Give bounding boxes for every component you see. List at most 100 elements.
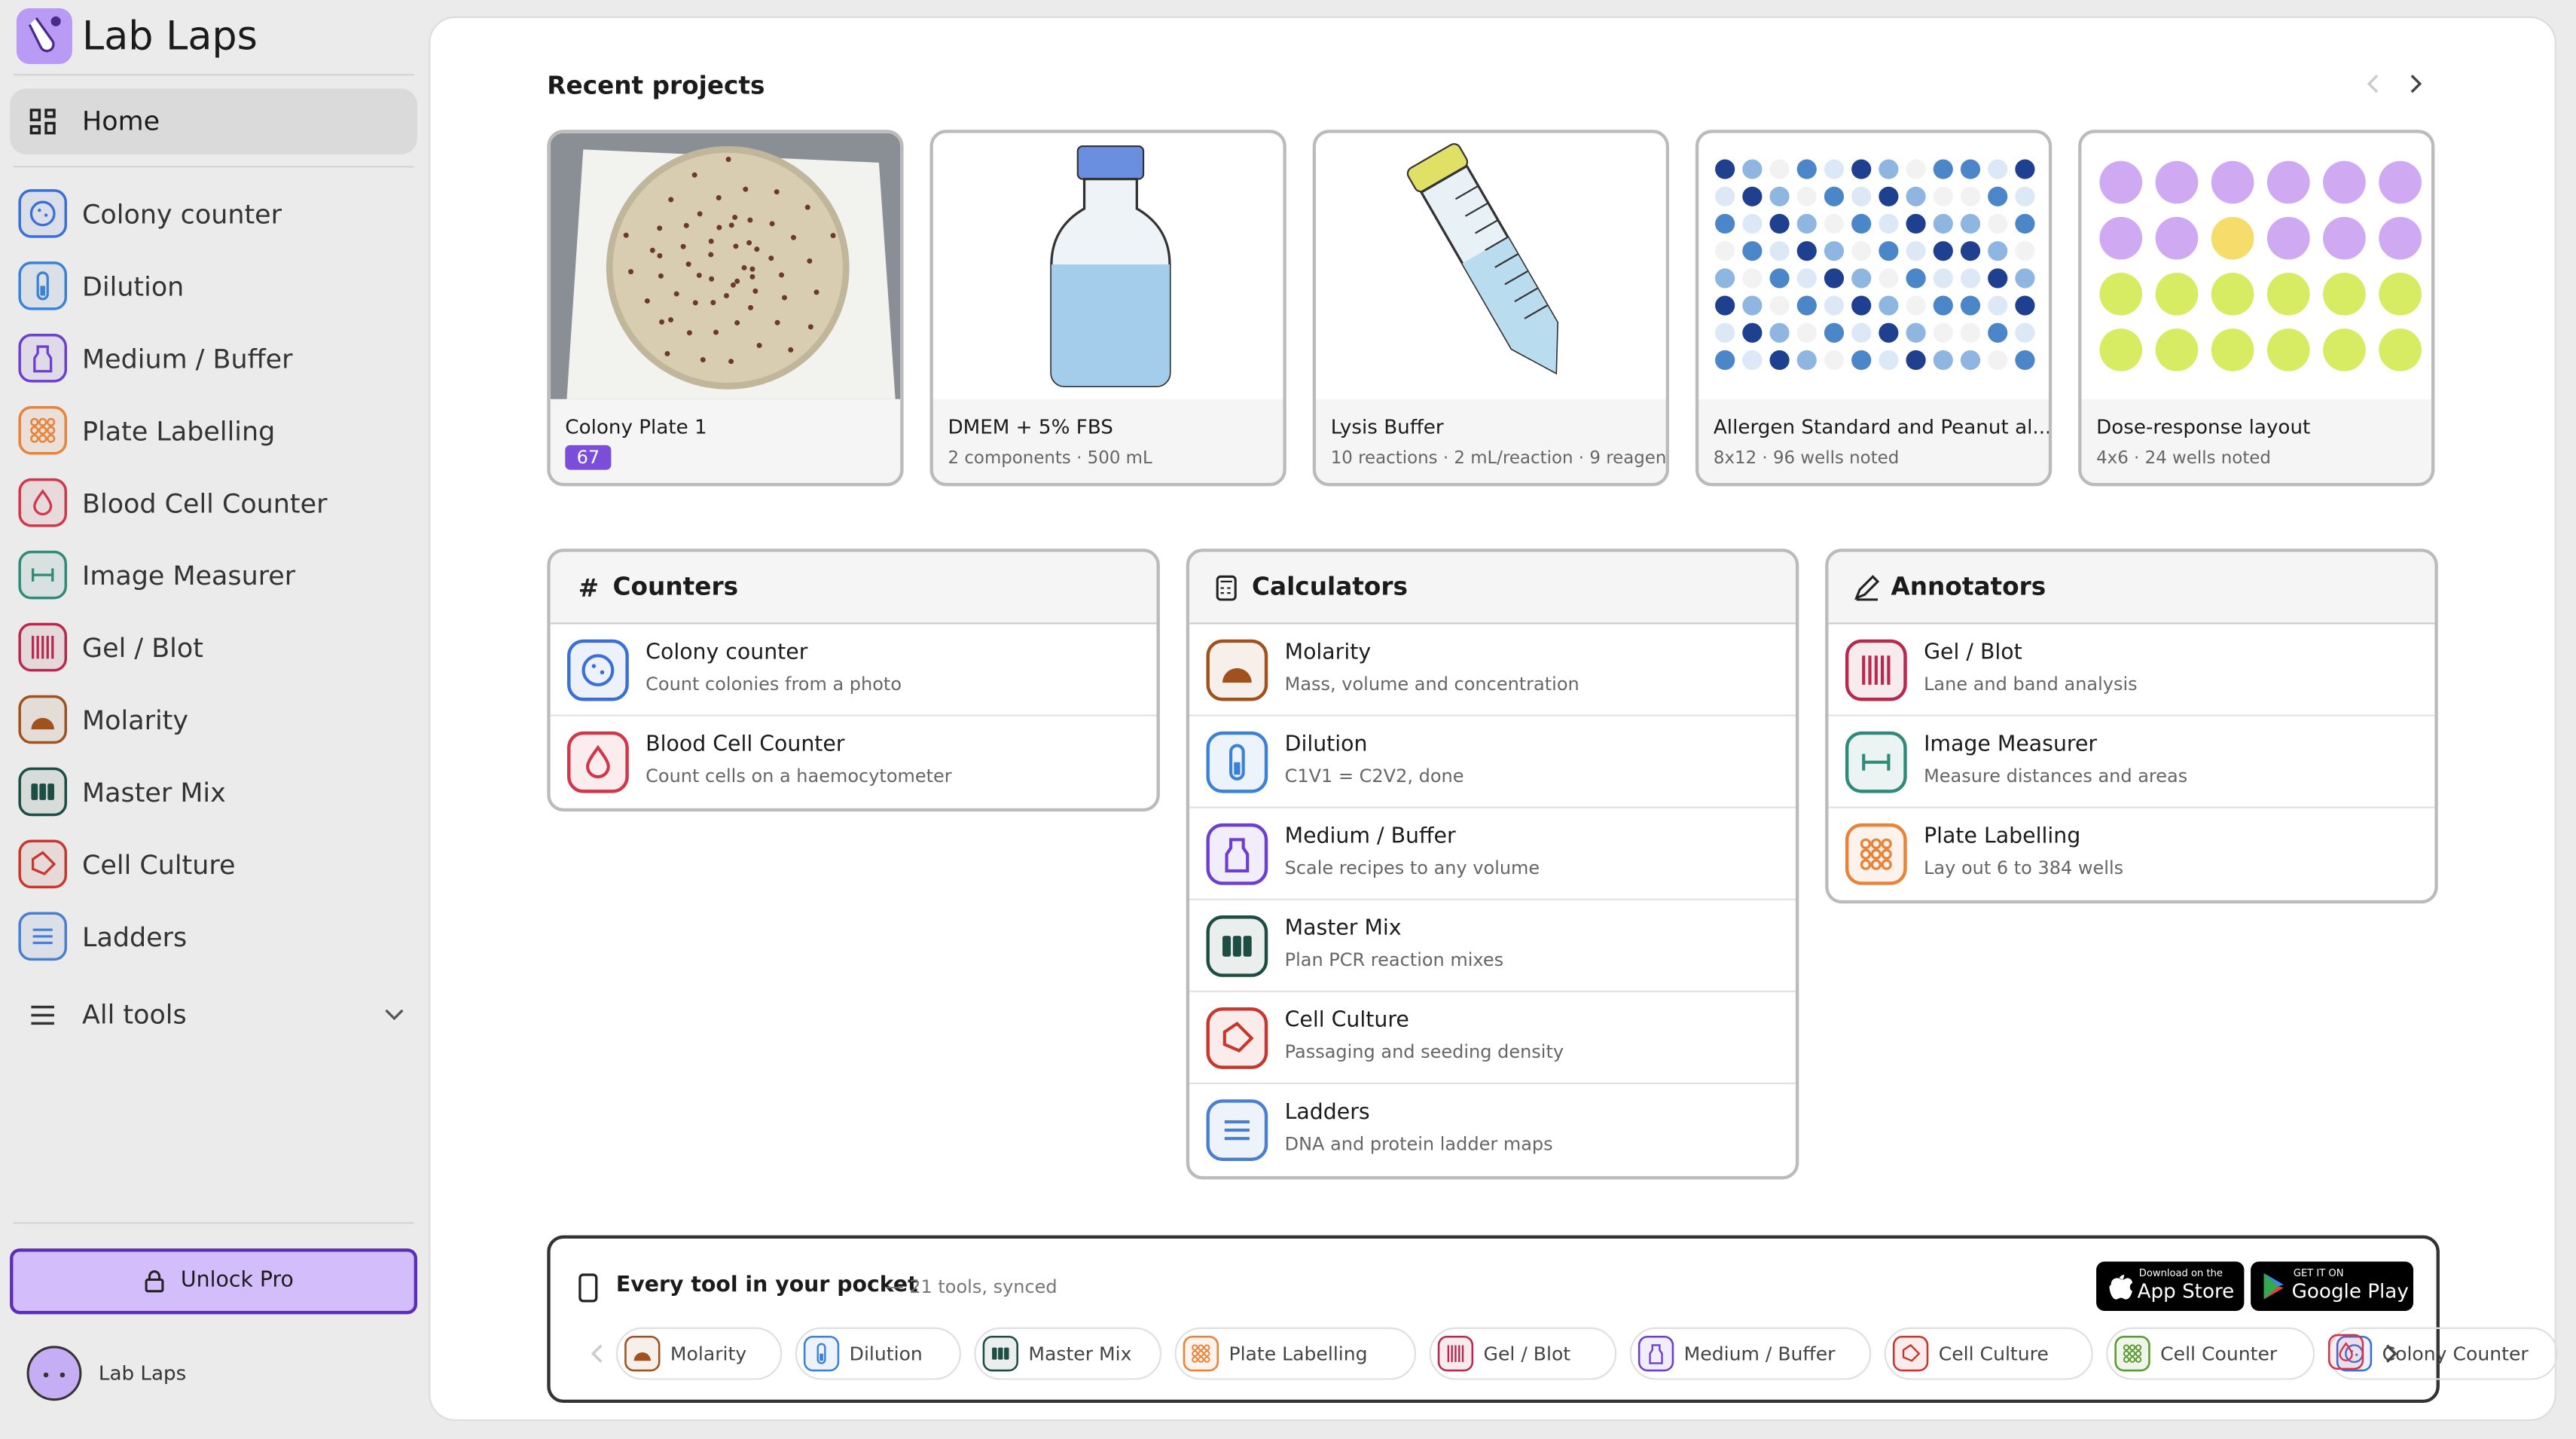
divider [13, 166, 414, 168]
project-badge: 67 [565, 445, 612, 470]
tool-row[interactable]: Colony counter Count colonies from a phot… [550, 625, 1157, 716]
nav-home[interactable]: Home [10, 88, 417, 154]
store-big: Google Play [2291, 1279, 2409, 1303]
tool-chip[interactable]: Medium / Buffer [1629, 1327, 1872, 1380]
tool-icon [1206, 1007, 1268, 1069]
tool-icon [18, 550, 67, 600]
group-header [550, 551, 1157, 625]
store-small: Download on the [2138, 1268, 2223, 1280]
tool-row[interactable]: Gel / Blot Lane and band analysis [1828, 625, 2435, 716]
tool-row[interactable]: Medium / Buffer Scale recipes to any volu… [1189, 808, 1796, 900]
nav-label: Medium / Buffer [82, 343, 293, 375]
tool-icon [18, 261, 67, 310]
nav-item[interactable]: Plate Labelling [10, 405, 417, 459]
project-card[interactable]: Dose-response layout 4x6 · 24 wells noted [2078, 130, 2435, 487]
tool-row[interactable]: Plate Labelling Lay out 6 to 384 wells [1829, 808, 2435, 899]
tool-chip[interactable]: Molarity [615, 1327, 783, 1380]
chip-label: Medium / Buffer [1683, 1342, 1836, 1365]
group-icon [1216, 575, 1237, 601]
nav-item[interactable]: Master Mix [10, 767, 417, 820]
nav-item[interactable]: Image Measurer [10, 550, 417, 603]
tool-name: Colony counter [646, 640, 808, 666]
nav-label: Master Mix [82, 777, 226, 808]
project-card[interactable]: Allergen Standard and Peanut al... 8x12 ·… [1695, 130, 2053, 487]
menu-icon [31, 1005, 54, 1025]
tool-desc: Lay out 6 to 384 wells [1924, 857, 2124, 879]
chip-label: Molarity [670, 1342, 747, 1365]
nav-label: Dilution [82, 270, 185, 303]
nav-item[interactable]: Gel / Blot [10, 622, 417, 675]
unlock-button[interactable]: Unlock Pro [10, 1248, 417, 1315]
tool-row[interactable]: Dilution C1V1 = C2V2, done [1189, 716, 1796, 808]
tool-row[interactable]: Ladders DNA and protein ladder maps [1189, 1084, 1796, 1175]
tool-desc: Scale recipes to any volume [1284, 857, 1540, 879]
nav-item[interactable]: Blood Cell Counter [10, 478, 417, 530]
nav-item[interactable]: Dilution [10, 261, 417, 314]
nav-all[interactable]: All tools [10, 989, 417, 1042]
tool-row[interactable]: Molarity Mass, volume and concentration [1189, 625, 1796, 716]
tool-name: Dilution [1284, 732, 1368, 758]
project-title: Dose-response layout [2096, 415, 2311, 439]
app-name: Lab Laps [82, 13, 258, 60]
tool-name: Ladders [1284, 1100, 1370, 1126]
tool-chip[interactable]: Master Mix [974, 1327, 1162, 1380]
chip-label: Cell Counter [2160, 1342, 2278, 1365]
tool-desc: Mass, volume and concentration [1284, 673, 1579, 695]
tool-desc: Measure distances and areas [1924, 765, 2188, 787]
tool-desc: Count colonies from a photo [646, 673, 902, 695]
store-badge[interactable]: Download on the App Store [2096, 1261, 2245, 1311]
tool-icon [567, 731, 629, 793]
tool-group: Calculators Molarity Mass, volume and conc… [1186, 548, 1799, 1180]
project-subtitle: 2 components · 500 mL [948, 448, 1152, 469]
tool-chip[interactable]: Dilution [795, 1327, 961, 1380]
tool-row[interactable]: Cell Culture Passaging and seeding densit… [1189, 992, 1796, 1085]
tool-row[interactable]: Image Measurer Measure distances and area… [1828, 716, 2435, 808]
project-title: DMEM + 5% FBS [948, 415, 1113, 439]
tool-chip[interactable]: Cell Counter [2106, 1327, 2315, 1380]
project-card[interactable]: Lysis Buffer 10 reactions · 2 mL/reaction… [1312, 130, 1669, 487]
chevron [385, 1009, 404, 1021]
nav-item[interactable]: Medium / Buffer [10, 334, 417, 386]
group-title: Annotators [1891, 571, 2046, 602]
project-subtitle: 4x6 · 24 wells noted [2096, 448, 2271, 469]
store-badge[interactable]: GET IT ON Google Play [2251, 1261, 2414, 1311]
tool-group: Annotators Gel / Blot Lane and band analys… [1825, 548, 2438, 904]
tool-row[interactable]: Master Mix Plan PCR reaction mixes [1189, 900, 1796, 992]
tool-icon [1845, 731, 1907, 793]
tool-icon [18, 767, 67, 817]
tool-name: Blood Cell Counter [646, 732, 845, 758]
nav-item[interactable]: Cell Culture [10, 839, 417, 892]
chip-label: Dilution [849, 1342, 923, 1365]
tool-desc: Count cells on a haemocytometer [646, 765, 952, 787]
nav-item[interactable]: Molarity [10, 695, 417, 747]
project-thumbnail [1316, 133, 1666, 399]
tool-chip[interactable]: Plate Labelling [1174, 1327, 1417, 1380]
tool-chip[interactable]: Cell Culture [1884, 1327, 2093, 1380]
project-card[interactable]: Colony Plate 1 67 [547, 130, 904, 487]
nav-item[interactable]: Colony counter [10, 189, 417, 242]
tool-chip[interactable]: Gel / Blot [1429, 1327, 1617, 1380]
project-card[interactable]: DMEM + 5% FBS 2 components · 500 mL [929, 130, 1286, 487]
tool-desc: Plan PCR reaction mixes [1284, 949, 1504, 971]
home-icon [29, 108, 56, 135]
tool-icon [18, 478, 67, 527]
tool-icon [567, 639, 629, 701]
nav-label: Molarity [82, 704, 188, 736]
chip-label: Cell Culture [1938, 1342, 2049, 1365]
phone-icon [578, 1273, 598, 1303]
tool-row[interactable]: Blood Cell Counter Count cells on a haemo… [551, 716, 1157, 807]
tool-desc: C1V1 = C2V2, done [1284, 765, 1464, 787]
project-subtitle: 8x12 · 96 wells noted [1713, 448, 1900, 469]
tool-icon [803, 1335, 840, 1372]
nav-item[interactable]: Ladders [10, 912, 417, 964]
group-title: Calculators [1251, 571, 1409, 602]
unlock-label: Unlock Pro [180, 1268, 294, 1293]
nav-label: Ladders [82, 921, 188, 953]
chip-label: Colony Counter [2382, 1342, 2529, 1365]
project-title: Colony Plate 1 [565, 415, 707, 439]
tool-icon [1206, 823, 1268, 885]
project-thumbnail [550, 133, 901, 399]
nav-label: Home [82, 105, 160, 136]
